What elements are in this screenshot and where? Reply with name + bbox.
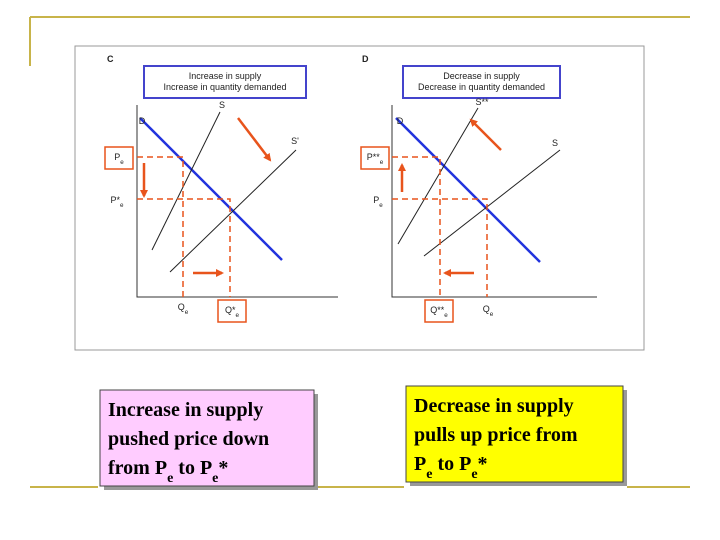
caption-line: from Pe to Pe* — [108, 457, 228, 486]
text-segment: P — [373, 195, 379, 205]
text-segment: Q — [178, 302, 185, 312]
supply-curve — [169, 149, 297, 273]
text-segment: Q — [483, 304, 490, 314]
text-segment: from P — [108, 457, 167, 479]
axes — [391, 105, 597, 298]
slide-decoration — [29, 16, 690, 488]
caption-line: pulls up price from — [414, 424, 578, 446]
caption-background — [405, 385, 624, 483]
axis-label: Qe — [178, 302, 189, 316]
panel-letter: D — [362, 54, 369, 64]
text-segment: Q** — [430, 305, 445, 315]
legend-line: Decrease in supply — [443, 71, 520, 81]
text-segment: P* — [110, 195, 120, 205]
text-segment: e — [120, 159, 124, 166]
text-segment: Decrease in supply — [414, 395, 574, 417]
text-segment: e — [379, 202, 383, 209]
text-segment: e — [380, 159, 384, 166]
legend-line: Increase in quantity demanded — [163, 82, 286, 92]
text-segment: P — [114, 152, 120, 162]
axes — [136, 105, 338, 298]
legend-box — [402, 65, 561, 99]
axis-label: Q**e — [430, 305, 448, 319]
highlight-box — [360, 146, 390, 170]
text-segment: S — [552, 138, 558, 148]
legend-line: Increase in supply — [189, 71, 262, 81]
text-segment: e — [236, 312, 240, 319]
caption-line: Increase in supply — [108, 399, 263, 421]
axis-label: P*e — [110, 195, 124, 209]
axis-label: Q*e — [225, 305, 240, 319]
caption-box: Increase in supply pushed price down from … — [99, 389, 318, 490]
demand-curve — [139, 117, 283, 261]
demand-curve — [395, 117, 541, 263]
text-segment: e — [212, 471, 218, 486]
text-segment: D — [397, 116, 404, 126]
text-segment: S** — [475, 97, 489, 107]
legend-line: Decrease in quantity demanded — [418, 82, 545, 92]
equilibrium-guide — [137, 198, 231, 297]
axis-label: S** — [475, 97, 489, 107]
text-segment: P — [414, 453, 426, 475]
text-segment: to P — [432, 453, 471, 475]
highlight-box — [424, 299, 454, 323]
text-segment: S — [219, 100, 225, 110]
caption-line: Pe to Pe* — [414, 453, 488, 482]
text-segment: e — [120, 202, 124, 209]
text-segment: S' — [291, 136, 299, 146]
text-segment: Q* — [225, 305, 236, 315]
equilibrium-guide — [137, 156, 184, 297]
shift-arrow — [237, 117, 272, 162]
text-segment: pulls up price from — [414, 424, 578, 446]
text-segment: pushed price down — [108, 428, 269, 450]
axis-label: D — [397, 116, 404, 126]
axis-label: S — [552, 138, 558, 148]
axis-label: S' — [291, 136, 299, 146]
caption-box: Decrease in supply pulls up price from Pe … — [405, 385, 627, 486]
axis-label: S — [219, 100, 225, 110]
supply-curve — [397, 107, 479, 245]
text-segment: * — [478, 453, 488, 475]
text-segment: e — [444, 312, 448, 319]
highlight-box — [104, 146, 134, 170]
axis-label: Pe — [373, 195, 383, 209]
axis-label: D — [139, 116, 146, 126]
text-segment: P** — [367, 152, 381, 162]
highlight-box — [217, 299, 247, 323]
equilibrium-guide — [392, 156, 441, 297]
text-segment: * — [218, 457, 228, 479]
axis-label: Qe — [483, 304, 494, 318]
text-segment: e — [167, 471, 173, 486]
shift-arrow — [469, 118, 502, 151]
panel-letter: C — [107, 54, 114, 64]
text-segment: e — [185, 309, 189, 316]
text-segment: e — [426, 467, 432, 482]
text-segment: e — [490, 311, 494, 318]
equilibrium-guide — [392, 198, 488, 297]
axis-label: Pe — [114, 152, 124, 166]
text-segment: to P — [173, 457, 212, 479]
supply-curve — [423, 149, 561, 257]
text-segment: Increase in supply — [108, 399, 263, 421]
text-segment: D — [139, 116, 146, 126]
legend-box — [143, 65, 307, 99]
text-segment: e — [471, 467, 477, 482]
caption-background — [99, 389, 315, 487]
caption-line: Decrease in supply — [414, 395, 574, 417]
caption-line: pushed price down — [108, 428, 269, 450]
axis-label: P**e — [367, 152, 384, 166]
supply-curve — [151, 111, 221, 251]
